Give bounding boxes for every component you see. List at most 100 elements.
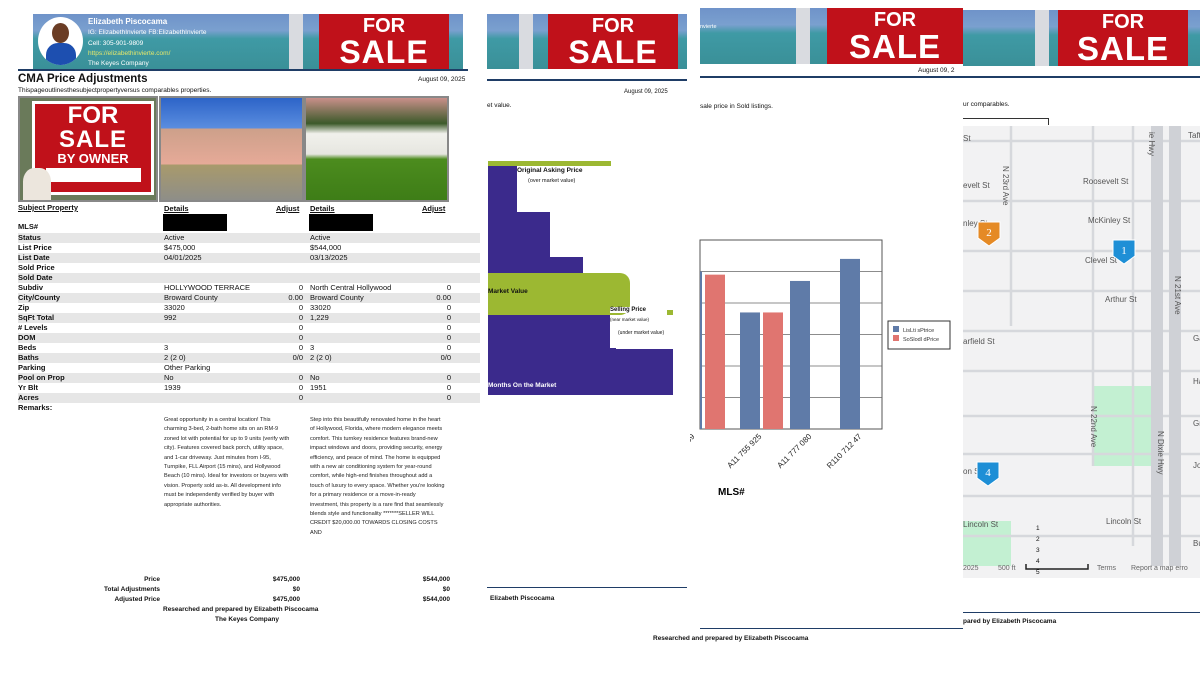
comp1-details-link[interactable]: Details: [164, 204, 189, 213]
street-label: St: [963, 134, 971, 143]
comp2-adjust: 0: [446, 383, 451, 392]
street-label: nley St: [963, 219, 988, 228]
street-label: on St: [963, 467, 982, 476]
x-tick-label: R110 712 47: [825, 432, 864, 471]
table-row: List Date 04/01/2025 03/13/2025: [18, 253, 480, 263]
market-value-band: [488, 273, 630, 315]
comp2-value: 3: [310, 343, 315, 352]
comparable-2-photo: [304, 96, 449, 202]
comp1-adjust: 0: [298, 333, 303, 342]
bar-list: [840, 258, 860, 429]
map-scale-label: 500 ft: [998, 565, 1016, 572]
comp1-adjust: 0.00: [288, 293, 303, 302]
for-sale-sign: FOR SALE: [319, 14, 449, 69]
comp2-value: Active: [310, 233, 331, 242]
agent-photo: [38, 17, 83, 65]
comp2-adjust: 0: [446, 323, 451, 332]
comp2-adjust-link[interactable]: Adjust: [422, 204, 446, 213]
row-label: Pool on Prop: [18, 373, 65, 382]
map-marker-2[interactable]: [977, 221, 1001, 247]
list-vs-sold-chart: 669 A11 755 925 A11 777 080 R110 712 47 MLS#…: [690, 239, 951, 498]
comp1-value: 3: [164, 343, 169, 352]
street-label: McKinley St: [1088, 216, 1131, 225]
comp1-adjust: 0: [298, 343, 303, 352]
report-date: August 09, 2025: [418, 76, 466, 83]
comparables-map[interactable]: Taft Roosevelt St McKinley St Clevel St Arth…: [963, 126, 1200, 578]
comp2-remarks: Step into this beautifully renovated hom…: [310, 417, 445, 536]
avenue-label: N 21st Ave: [1173, 276, 1182, 315]
comp1-value: HOLLYWOOD TERRACE: [164, 283, 250, 292]
comp2-details-link[interactable]: Details: [310, 204, 335, 213]
comp2-adjust: 0: [446, 393, 451, 402]
summary-comp2: $544,000: [422, 576, 450, 583]
comp2-adjust: 0.00: [436, 293, 451, 302]
for-sale-sign: FOR SALE: [827, 8, 963, 64]
n-21st-ave: [1169, 126, 1181, 566]
comp2-adjust: 0: [446, 333, 451, 342]
map-marker-1[interactable]: [1112, 239, 1136, 265]
page3-banner: nvierte FOR SALE: [700, 8, 963, 64]
table-row: Pool on Prop No 0 No 0: [18, 373, 480, 383]
page3-footer: Researched and prepared by Elizabeth Pis…: [653, 635, 809, 642]
comp2-value: 33020: [310, 303, 331, 312]
row-label: Beds: [18, 343, 37, 352]
header-rule: [18, 69, 468, 71]
table-row: Yr Blt 1939 0 1951 0: [18, 383, 480, 393]
street-label: Jol: [1193, 461, 1200, 470]
page2-footer: Elizabeth Piscocama: [490, 595, 555, 602]
comp1-adjust: 0: [298, 393, 303, 402]
table-row: Sold Date: [18, 273, 480, 283]
row-label: City/County: [18, 293, 61, 302]
page4-text: ur comparables.: [963, 101, 1010, 108]
page4-footer: pared by Elizabeth Piscocama: [963, 618, 1057, 625]
table-row: Zip 33020 0 33020 0: [18, 303, 480, 313]
agent-website-link[interactable]: https://elizabethinvierte.com/: [88, 50, 171, 57]
row-label: Parking: [18, 363, 46, 372]
summary-label: Total Adjustments: [104, 586, 160, 593]
comp2-adjust: 0: [446, 283, 451, 292]
for-sale-sign: FOR SALE: [548, 14, 678, 69]
legend-swatch: [893, 335, 899, 341]
bar-list: [740, 312, 760, 429]
table-row: Sold Price: [18, 263, 480, 273]
map-copyright: 2025: [963, 565, 979, 572]
table-row: City/County Broward County 0.00 Broward Cou…: [18, 293, 480, 303]
avenue-label: N Dixie Hwy: [1156, 431, 1165, 475]
page-subtitle: Thispageoutlinesthesubjectpropertyversus…: [18, 87, 212, 94]
subject-property-link[interactable]: Subject Property: [18, 203, 79, 212]
comp2-adjust: 0: [446, 343, 451, 352]
comp1-adjust: 0: [298, 283, 303, 292]
table-row: DOM 0 0: [18, 333, 480, 343]
street-label: Lincoln St: [963, 520, 999, 529]
asking-price-label: Original Asking Price: [517, 167, 583, 174]
map-background: [963, 126, 1200, 578]
map-marker-label: 2: [986, 227, 992, 239]
street-label: Arthur St: [1105, 295, 1137, 304]
comp2-adjust: 0: [446, 373, 451, 382]
months-on-market-label: Months On the Market: [488, 382, 557, 389]
avenue-label: N 22nd Ave: [1089, 406, 1098, 448]
comp1-adjust: 0: [298, 373, 303, 382]
legend-label: SoSlodl dPrice: [903, 337, 939, 343]
page2-banner: FOR SALE: [487, 14, 687, 69]
comp2-value: 1,229: [310, 313, 329, 322]
summary-comp1: $475,000: [272, 596, 300, 603]
row-label: Zip: [18, 303, 30, 312]
table-row: # Levels 0 0: [18, 323, 480, 333]
row-label: Baths: [18, 353, 39, 362]
under-market-label: (under market value): [618, 330, 665, 336]
comp1-remarks: Great opportunity in a central location!…: [164, 417, 290, 508]
map-terms-link[interactable]: Terms: [1097, 565, 1117, 572]
street-label: Lincoln St: [1106, 517, 1142, 526]
comp1-value: $475,000: [164, 243, 196, 252]
prepared-by: Researched and prepared by Elizabeth Pis…: [163, 606, 319, 613]
map-marker-4[interactable]: [976, 461, 1000, 487]
map-scale-bar: [1025, 564, 1089, 570]
legend-swatch: [893, 326, 899, 332]
map-report-link[interactable]: Report a map erro: [1131, 565, 1188, 572]
agent-name: Elizabeth Piscocama: [88, 17, 168, 26]
agent-social: IG: ElizabethInvierte FB:ElizabethInvier…: [88, 29, 207, 36]
row-label: Status: [18, 233, 41, 242]
row-label: Yr Blt: [18, 383, 39, 392]
comp1-adjust-link[interactable]: Adjust: [276, 204, 300, 213]
